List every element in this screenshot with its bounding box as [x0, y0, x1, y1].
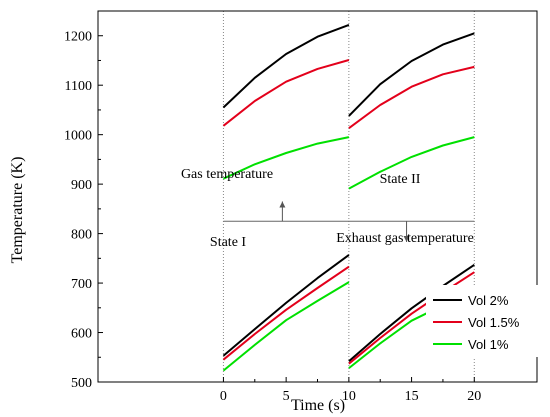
y-tick-label-800: 800 [71, 228, 92, 243]
y-tick-label-900: 900 [71, 178, 92, 193]
state-2-label: State II [380, 172, 421, 187]
y-tick-label-1200: 1200 [64, 30, 92, 45]
series-line-vol-1-5-gas-1 [222, 59, 350, 127]
y-tick-label-700: 700 [71, 277, 92, 292]
y-tick-label-1100: 1100 [65, 79, 92, 94]
legend-label-vol-1-5: Vol 1.5% [468, 315, 520, 330]
series-line-vol-1-exhaust-8 [222, 281, 350, 372]
series-line-vol-1-5-exhaust-7 [222, 265, 350, 361]
series-line-vol-2-gas-3 [348, 32, 475, 117]
arrow-head-down [403, 236, 410, 243]
x-tick-label-5: 5 [283, 389, 290, 404]
series-line-vol-2-exhaust-9 [348, 263, 475, 362]
x-tick-label-20: 20 [467, 389, 481, 404]
series-line-vol-1-gas-2 [222, 136, 350, 180]
y-tick-label-500: 500 [71, 376, 92, 391]
series-line-vol-2-gas-0 [222, 23, 350, 109]
x-tick-label-15: 15 [405, 389, 419, 404]
exhaust-gas-temperature-annotation: Exhaust gas temperature [336, 231, 474, 246]
series-line-vol-1-gas-5 [348, 136, 475, 190]
y-tick-label-1000: 1000 [64, 129, 92, 144]
series-line-vol-2-exhaust-6 [222, 254, 350, 357]
legend: Vol 2% Vol 1.5% Vol 1% [426, 285, 544, 357]
x-axis-label: Time (s) [291, 397, 345, 414]
y-tick-label-600: 600 [71, 327, 92, 342]
legend-label-vol-1: Vol 1% [468, 337, 509, 352]
x-tick-label-0: 0 [220, 389, 227, 404]
arrow-head-up [279, 201, 286, 208]
legend-label-vol-2: Vol 2% [468, 293, 509, 308]
state-1-label: State I [210, 235, 246, 250]
gas-temperature-annotation: Gas temperature [181, 167, 273, 182]
x-tick-label-10: 10 [342, 389, 356, 404]
series-line-vol-1-5-gas-4 [348, 65, 475, 130]
y-axis-label: Temperature (K) [9, 157, 26, 264]
